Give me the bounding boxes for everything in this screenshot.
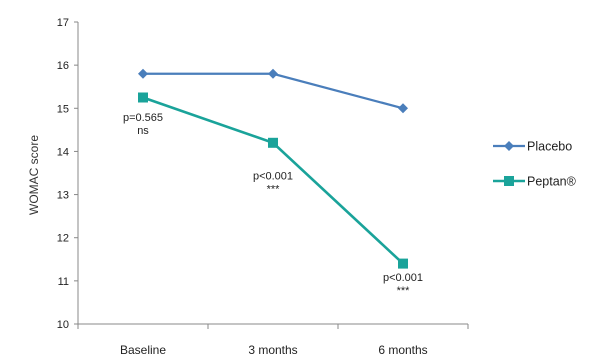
y-tick-label: 16 (57, 60, 69, 72)
x-ticks: Baseline 3 months 6 months (77, 324, 469, 357)
p-value-label: p<0.001 (383, 272, 423, 284)
y-tick-label: 11 (58, 276, 69, 288)
data-point-square (268, 137, 278, 148)
series-layer (138, 68, 408, 269)
x-tick-label: 6 months (378, 343, 427, 357)
legend-label: Peptan® (527, 175, 577, 189)
data-point-diamond (138, 68, 148, 79)
data-point-square (504, 176, 514, 186)
y-tick-label: 17 (57, 17, 69, 29)
x-tick-label: 3 months (248, 343, 297, 357)
x-tick-label: Baseline (120, 343, 166, 357)
y-axis: 10 11 12 13 14 15 16 17 (57, 17, 79, 331)
y-tick-label: 14 (57, 146, 69, 158)
legend-item-placebo: Placebo (493, 140, 572, 154)
p-value-label: p=0.565 (123, 112, 163, 124)
y-tick-label: 13 (57, 190, 69, 202)
series-placebo (138, 68, 408, 114)
series-line (143, 72, 404, 110)
significance-label: ns (137, 125, 149, 137)
data-point-square (138, 92, 148, 103)
series-peptan (138, 92, 408, 269)
y-axis-label: WOMAC score (27, 135, 41, 215)
y-tick-label: 10 (57, 319, 69, 331)
data-point-square (398, 258, 408, 269)
significance-label: *** (397, 285, 411, 297)
legend-item-peptan: Peptan® (493, 175, 577, 189)
data-point-diamond (504, 141, 514, 151)
y-ticks: 10 11 12 13 14 15 16 17 (57, 17, 78, 331)
y-tick-label: 12 (57, 233, 69, 245)
y-tick-label: 15 (57, 103, 69, 115)
p-value-label: p<0.001 (253, 170, 293, 182)
data-point-diamond (268, 68, 278, 79)
x-axis: Baseline 3 months 6 months (77, 323, 469, 357)
significance-label: *** (267, 183, 281, 195)
data-point-diamond (398, 103, 408, 114)
legend-label: Placebo (527, 140, 572, 154)
legend: Placebo Peptan® (493, 140, 577, 189)
